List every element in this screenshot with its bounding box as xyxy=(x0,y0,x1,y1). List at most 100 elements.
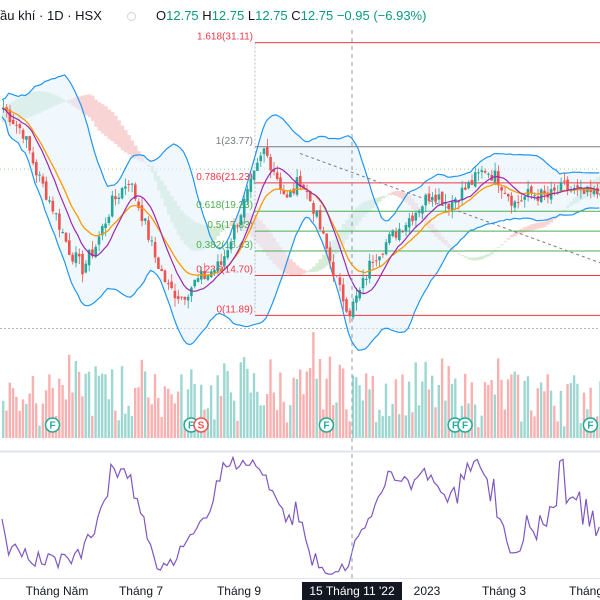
candle-body xyxy=(394,231,398,238)
candle-body xyxy=(559,182,563,191)
volume-bar xyxy=(345,409,348,438)
cloud-segment xyxy=(391,191,395,196)
cloud-segment xyxy=(292,262,296,276)
volume-bar xyxy=(143,371,147,438)
x-tick-label: Tháng Năm xyxy=(26,584,89,598)
volume-bar xyxy=(124,413,127,438)
candle-body xyxy=(513,201,517,208)
candle-body xyxy=(533,195,536,197)
chart-header: ầu khí · 1D · HSX O12.75 H12.75 L12.75 C… xyxy=(0,8,600,28)
volume-bar xyxy=(209,385,213,438)
cloud-segment xyxy=(490,252,494,255)
volume-bar xyxy=(391,404,394,438)
volume-bar xyxy=(500,379,503,438)
cloud-segment xyxy=(549,218,554,223)
volume-bar xyxy=(556,421,559,438)
close-value: 12.75 xyxy=(300,8,334,23)
volume-bar xyxy=(200,384,203,438)
cloud-segment xyxy=(477,256,481,261)
highlighted-tick-bg xyxy=(302,582,402,600)
volume-bar xyxy=(407,381,411,438)
volume-bar xyxy=(523,380,526,438)
candle-body xyxy=(229,241,233,250)
candle-body xyxy=(539,189,543,203)
event-marker xyxy=(582,417,599,433)
fib-label: 0.382(16.43) xyxy=(196,240,253,251)
volume-bar xyxy=(579,423,582,438)
cloud-segment xyxy=(543,221,547,227)
volume-bar xyxy=(411,412,414,438)
candle-body xyxy=(536,196,540,201)
candle-body xyxy=(391,230,394,237)
volume-bar xyxy=(506,379,510,438)
candle-body xyxy=(114,196,117,200)
candle-body xyxy=(285,194,289,198)
candle-body xyxy=(596,187,599,195)
volume-bar xyxy=(233,400,236,438)
volume-bar xyxy=(35,403,38,438)
volume-bar xyxy=(292,377,295,438)
rsi-line xyxy=(1,455,600,575)
candle-body xyxy=(246,189,249,202)
volume-bar xyxy=(536,388,539,438)
volume-bar xyxy=(176,391,180,438)
fib-label: 0.5(17.83) xyxy=(207,220,253,231)
cloud-segment xyxy=(308,269,313,272)
rsi-pane xyxy=(1,455,600,575)
status-dot-icon[interactable] xyxy=(127,12,136,21)
candle-body xyxy=(447,203,451,210)
candle-body xyxy=(124,186,127,189)
candle-body xyxy=(147,220,150,240)
candle-body xyxy=(444,202,447,205)
volume-bar xyxy=(424,361,427,438)
volume-bar xyxy=(15,396,18,438)
candle-body xyxy=(157,257,160,269)
x-tick-label: 2023 xyxy=(414,584,441,598)
volume-bar xyxy=(147,397,150,438)
volume-bar xyxy=(516,374,520,438)
trend-lines xyxy=(299,152,600,264)
volume-bar xyxy=(381,415,384,438)
volume-bar xyxy=(21,399,25,438)
volume-bar xyxy=(107,399,110,438)
event-marker xyxy=(193,417,209,433)
cloud-segment xyxy=(114,115,118,144)
cloud-segment xyxy=(463,256,468,258)
volume-bar xyxy=(58,378,61,438)
candle-body xyxy=(266,146,269,156)
ema-line xyxy=(1,107,600,276)
cloud-segment xyxy=(457,253,461,255)
candle-body xyxy=(87,249,91,266)
candle-body xyxy=(467,181,470,189)
cloud-segment xyxy=(81,95,85,114)
volume-bar xyxy=(437,384,440,438)
candle-body xyxy=(140,205,144,222)
volume-bar xyxy=(431,375,434,438)
volume-bars xyxy=(2,332,600,438)
candle-body xyxy=(411,215,414,222)
cloud-segment xyxy=(460,255,465,257)
volume-bar xyxy=(533,416,536,438)
volume-bar xyxy=(94,366,97,438)
volume-bar xyxy=(566,383,569,438)
cloud-segment xyxy=(91,95,95,121)
volume-bar xyxy=(91,415,94,438)
cloud-segment xyxy=(127,134,131,155)
volume-bar xyxy=(388,415,391,438)
cloud-segment xyxy=(553,216,557,220)
volume-bar xyxy=(31,375,35,438)
candle-body xyxy=(226,250,229,258)
candle-body xyxy=(272,169,276,172)
cloud-segment xyxy=(374,197,379,205)
volume-bar xyxy=(480,415,483,438)
volume-bar xyxy=(526,376,530,438)
candle-body xyxy=(64,232,68,242)
volume-bar xyxy=(299,369,302,438)
candle-body xyxy=(11,119,15,125)
cloud-segment xyxy=(298,267,303,275)
cloud-segment xyxy=(516,230,521,235)
volume-bar xyxy=(444,400,447,438)
candle-body xyxy=(368,260,371,279)
volume-bar xyxy=(483,382,487,438)
